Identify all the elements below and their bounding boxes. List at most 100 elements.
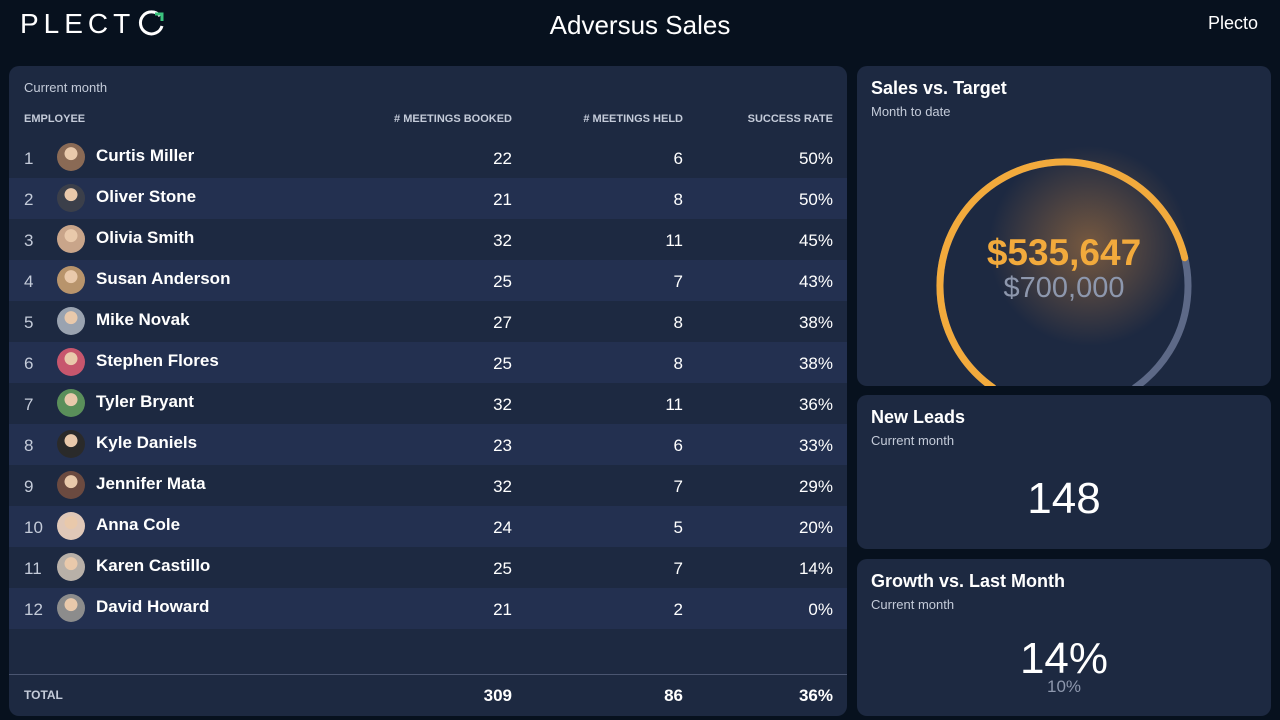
total-held: 86 <box>664 686 683 705</box>
meetings-booked: 27 <box>493 313 512 332</box>
employee-name: Curtis Miller <box>96 146 195 165</box>
growth-value: 14% <box>1019 634 1109 683</box>
dashboard-title: Adversus Sales <box>549 10 731 40</box>
meetings-booked: 32 <box>493 231 512 250</box>
table-row: 11 Karen Castillo 25 7 14% <box>9 547 847 588</box>
employee-name: Anna Cole <box>96 515 181 534</box>
employee-avatar <box>57 430 85 458</box>
table-row: 4 Susan Anderson 25 7 43% <box>9 260 847 301</box>
employee-name: Jennifer Mata <box>96 474 206 493</box>
employee-name: David Howard <box>96 597 210 616</box>
success-rate: 20% <box>798 518 833 537</box>
employee-avatar <box>57 389 85 417</box>
success-rate: 29% <box>798 477 833 496</box>
meetings-held: 8 <box>673 190 683 209</box>
row-rank: 10 <box>24 518 43 537</box>
table-row: 10 Anna Cole 24 5 20% <box>9 506 847 547</box>
employee-name: Stephen Flores <box>96 351 219 370</box>
table-row: 2 Oliver Stone 21 8 50% <box>9 178 847 219</box>
table-row: 7 Tyler Bryant 32 11 36% <box>9 383 847 424</box>
row-rank: 6 <box>24 354 34 373</box>
meetings-held: 8 <box>673 313 683 332</box>
success-rate: 50% <box>798 149 833 168</box>
employee-avatar <box>57 512 85 540</box>
gauge-glow <box>989 146 1189 346</box>
success-rate: 0% <box>808 600 833 619</box>
meetings-held: 11 <box>665 231 683 250</box>
new-leads-subtitle: Current month <box>871 433 955 448</box>
employee-name: Karen Castillo <box>96 556 211 575</box>
meetings-booked: 21 <box>493 600 512 619</box>
table-header: EMPLOYEE # MEETINGS BOOKED # MEETINGS HE… <box>9 113 847 129</box>
sales-target-title: Sales vs. Target <box>871 78 1007 98</box>
success-rate: 45% <box>798 231 833 250</box>
success-rate: 38% <box>798 354 833 373</box>
employee-name: Oliver Stone <box>96 187 197 206</box>
growth-panel: Growth vs. Last Month Current month 14% … <box>857 559 1271 716</box>
employee-avatar <box>57 184 85 212</box>
new-leads-value: 148 <box>1027 474 1101 523</box>
meetings-booked: 32 <box>493 395 512 414</box>
success-rate: 36% <box>798 395 833 414</box>
col-employee-header: EMPLOYEE <box>24 113 86 125</box>
sales-gauge <box>936 146 1192 386</box>
table-row: 5 Mike Novak 27 8 38% <box>9 301 847 342</box>
employee-avatar <box>57 471 85 499</box>
meetings-held: 5 <box>673 518 683 537</box>
employee-name: Mike Novak <box>96 310 190 329</box>
plecto-logo: PLECT <box>20 9 166 39</box>
table-row: 1 Curtis Miller 22 6 50% <box>9 137 847 178</box>
table-body: 1 Curtis Miller 22 6 50% 2 Oliver Stone 21 8 50% 3… <box>9 137 847 629</box>
meetings-held: 8 <box>673 354 683 373</box>
meetings-booked: 23 <box>493 436 512 455</box>
total-label: TOTAL <box>24 688 63 702</box>
success-rate: 33% <box>798 436 833 455</box>
meetings-held: 11 <box>665 395 683 414</box>
growth-title: Growth vs. Last Month <box>871 571 1066 591</box>
meetings-booked: 32 <box>493 477 512 496</box>
employee-avatar <box>57 553 85 581</box>
col-rate-header: SUCCESS RATE <box>747 113 833 125</box>
growth-subtitle: Current month <box>871 597 955 612</box>
employee-avatar <box>57 594 85 622</box>
period-label: Current month <box>24 80 108 95</box>
meetings-booked: 22 <box>493 149 512 168</box>
logo-text: PLECT <box>20 8 136 39</box>
employee-name: Olivia Smith <box>96 228 195 247</box>
total-booked: 309 <box>483 686 512 705</box>
meetings-held: 6 <box>673 436 683 455</box>
success-rate: 43% <box>798 272 833 291</box>
success-rate: 50% <box>798 190 833 209</box>
employee-name: Susan Anderson <box>96 269 231 288</box>
row-rank: 12 <box>24 600 43 619</box>
table-row: 6 Stephen Flores 25 8 38% <box>9 342 847 383</box>
total-rate: 36% <box>798 686 833 705</box>
meetings-booked: 25 <box>493 354 512 373</box>
meetings-booked: 24 <box>493 518 512 537</box>
table-total-row: TOTAL 309 86 36% <box>9 674 847 716</box>
meetings-held: 2 <box>673 600 683 619</box>
employee-name: Kyle Daniels <box>96 433 198 452</box>
logo-o-icon <box>139 10 164 36</box>
success-rate: 14% <box>798 559 833 578</box>
gauge-fill <box>936 158 1189 386</box>
table-row: 8 Kyle Daniels 23 6 33% <box>9 424 847 465</box>
meetings-booked: 25 <box>493 272 512 291</box>
employee-avatar <box>57 143 85 171</box>
employee-avatar <box>57 266 85 294</box>
meetings-held: 6 <box>673 149 683 168</box>
top-bar: PLECT Adversus Sales Plecto <box>0 0 1280 56</box>
table-row: 9 Jennifer Mata 32 7 29% <box>9 465 847 506</box>
meetings-booked: 21 <box>493 190 512 209</box>
table-row: 3 Olivia Smith 32 11 45% <box>9 219 847 260</box>
meetings-booked: 25 <box>493 559 512 578</box>
leaderboard-panel: Current month EMPLOYEE # MEETINGS BOOKED… <box>9 66 847 716</box>
brand-label: Plecto <box>1207 13 1258 33</box>
row-rank: 9 <box>24 477 34 496</box>
row-rank: 7 <box>24 395 34 414</box>
row-rank: 8 <box>24 436 34 455</box>
meetings-held: 7 <box>673 559 683 578</box>
sales-target-value: $700,000 <box>1003 272 1125 304</box>
row-rank: 2 <box>24 190 34 209</box>
meetings-held: 7 <box>673 477 683 496</box>
